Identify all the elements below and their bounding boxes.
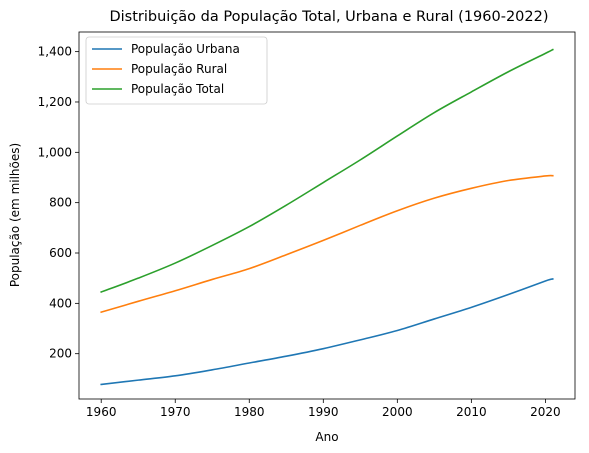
x-tick-label: 2020 [530,405,561,419]
x-tick-label: 2000 [382,405,413,419]
x-tick-label: 1970 [160,405,191,419]
y-tick-label: 800 [49,196,72,210]
y-tick-label: 400 [49,296,72,310]
legend-items: População Urbana População Rural População… [92,42,240,96]
x-tick-label: 1990 [308,405,339,419]
chart-title: Distribuição da População Total, Urbana … [109,9,548,25]
y-tick-label: 600 [49,246,72,260]
x-tick-label: 1960 [86,405,117,419]
series-line-2 [100,48,554,294]
y-tick-label: 200 [49,347,72,361]
series-layer [100,48,554,386]
y-axis-label: População (em milhões) [8,143,22,287]
legend-box [85,36,268,105]
legend-label-2: População Total [131,82,224,96]
x-tick-label: 1980 [234,405,265,419]
legend-label-0: População Urbana [131,42,240,56]
legend: População Urbana População Rural População… [85,36,268,105]
y-tick-label: 1,000 [38,145,72,159]
series-line-0 [100,277,554,386]
y-tick-label: 1,200 [38,95,72,109]
legend-label-1: População Rural [131,62,227,76]
plot-area-frame [78,31,576,400]
y-axis-ticks: 200 400 600 800 1,000 1,200 1,400 [38,45,79,361]
x-axis-ticks: 1960 1970 1980 1990 2000 2010 2020 [86,399,561,419]
y-tick-label: 1,400 [38,45,72,59]
x-tick-label: 2010 [456,405,487,419]
series-line-1 [100,174,554,314]
x-axis-label: Ano [315,430,338,444]
